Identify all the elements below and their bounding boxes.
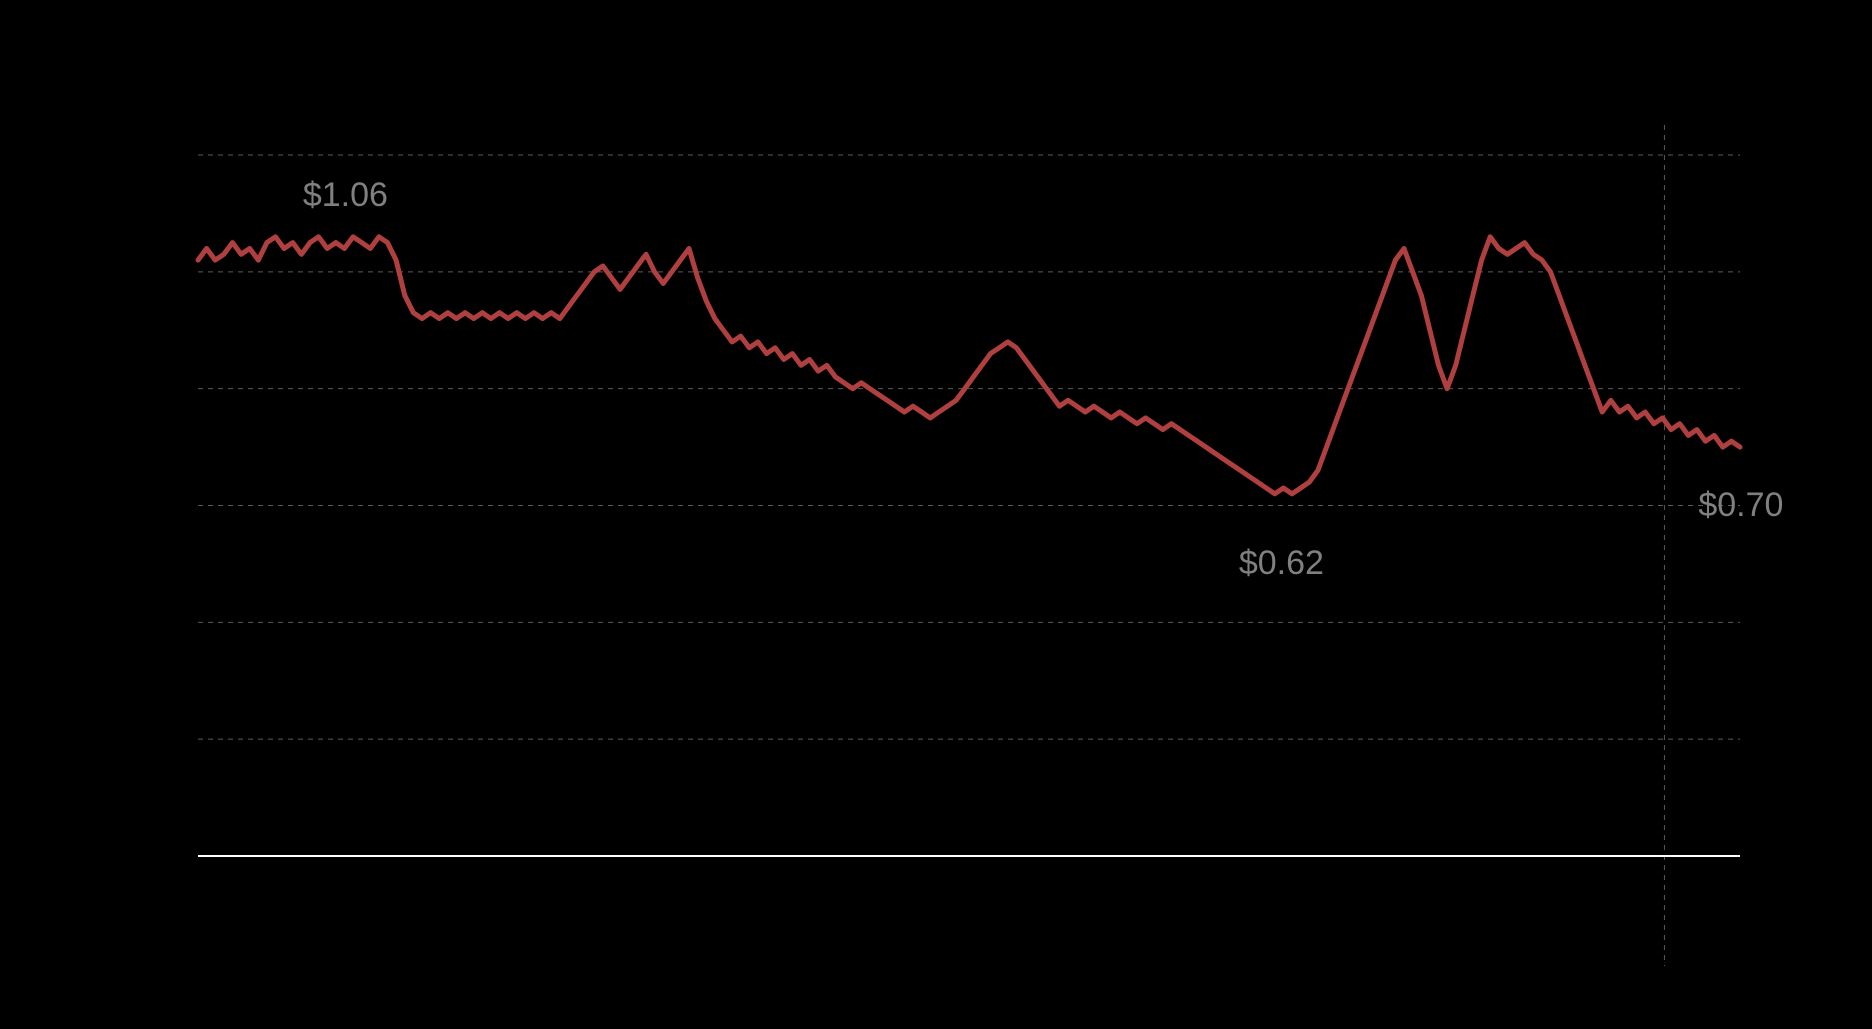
chart-svg	[0, 0, 1872, 1029]
line-chart: $1.06 $0.62 $0.70	[0, 0, 1872, 1029]
annotation-2: $0.70	[1698, 486, 1783, 525]
annotation-1: $0.62	[1239, 544, 1324, 583]
annotation-0: $1.06	[303, 176, 388, 215]
